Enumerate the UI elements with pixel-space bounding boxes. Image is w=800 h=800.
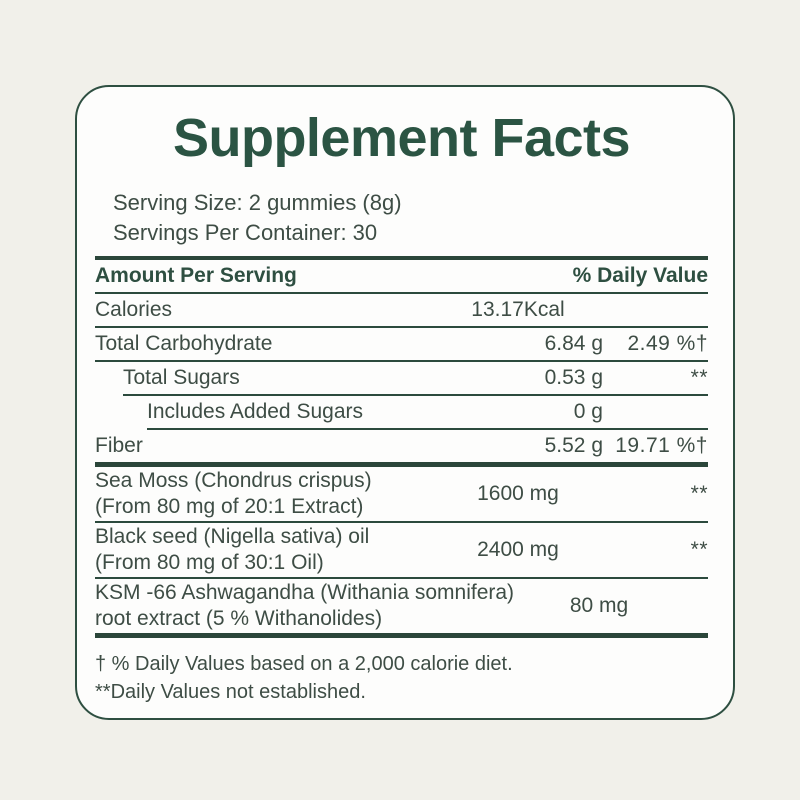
- row-daily-value: **: [690, 366, 708, 390]
- row-amount: 0.53 g: [544, 366, 603, 390]
- column-amount-per-serving: Amount Per Serving: [95, 264, 297, 288]
- row-daily-value: 19.71 %†: [615, 434, 708, 458]
- divider: [123, 394, 708, 397]
- row-name: Total Sugars: [123, 366, 240, 390]
- row-amount: 6.84 g: [544, 332, 603, 356]
- row-name: Includes Added Sugars: [147, 400, 363, 424]
- divider: [95, 326, 708, 329]
- row-name: Sea Moss (Chondrus crispus): [95, 469, 372, 493]
- row-name: Fiber: [95, 434, 143, 458]
- row-daily-value: **: [684, 593, 733, 619]
- row-amount: 2400 mg: [477, 538, 559, 562]
- divider: [95, 577, 708, 580]
- row-name: Black seed (Nigella sativa) oil: [95, 525, 370, 549]
- footnote-daily-values: † % Daily Values based on a 2,000 calori…: [95, 653, 513, 676]
- table-bottom-bar: [95, 633, 708, 639]
- supplement-facts-title: Supplement Facts: [172, 108, 631, 168]
- divider: [147, 428, 708, 431]
- table-row-sea-moss: Sea Moss (Chondrus crispus) (From 80 mg …: [95, 467, 708, 521]
- row-daily-value: **: [690, 538, 708, 562]
- row-name: Calories: [95, 298, 173, 322]
- row-amount: 5.52 g: [544, 434, 603, 458]
- row-amount: 13.17Kcal: [471, 298, 565, 322]
- divider: [95, 360, 708, 363]
- row-name-detail: (From 80 mg of 20:1 Extract): [95, 495, 364, 519]
- footnote-not-established: **Daily Values not established.: [95, 681, 366, 704]
- row-amount: 0 g: [573, 400, 603, 424]
- table-header-row: Amount Per Serving % Daily Value: [95, 260, 708, 292]
- table-row-total-sugars: Total Sugars 0.53 g **: [95, 362, 708, 394]
- row-daily-value: **: [690, 482, 708, 506]
- row-name: KSM -66 Ashwagandha (Withania somnifera): [95, 581, 515, 605]
- table-row-ashwagandha: KSM -66 Ashwagandha (Withania somnifera)…: [95, 579, 708, 633]
- divider: [95, 521, 708, 524]
- serving-size-text: Serving Size: 2 gummies (8g): [113, 190, 402, 216]
- serving-info: Serving Size: 2 gummies (8g) Servings Pe…: [113, 188, 708, 248]
- row-amount: 1600 mg: [477, 482, 559, 506]
- row-name: Total Carbohydrate: [95, 332, 273, 356]
- row-name-detail: root extract (5 % Withanolides): [95, 607, 383, 631]
- table-top-bar: [95, 256, 708, 261]
- table-row-black-seed: Black seed (Nigella sativa) oil (From 80…: [95, 523, 708, 577]
- supplement-facts-card: Supplement Facts Serving Size: 2 gummies…: [75, 85, 735, 720]
- row-daily-value: 2.49 %†: [627, 332, 708, 356]
- footnotes: † % Daily Values based on a 2,000 calori…: [95, 650, 708, 706]
- card-content: Supplement Facts Serving Size: 2 gummies…: [77, 108, 733, 706]
- table-row-fiber: Fiber 5.52 g 19.71 %†: [95, 430, 708, 462]
- divider: [95, 292, 708, 295]
- table-row-added-sugars: Includes Added Sugars 0 g: [95, 396, 708, 428]
- table-row-calories: Calories 13.17Kcal: [95, 294, 708, 326]
- row-amount: 80 mg: [569, 594, 629, 618]
- row-name-detail: (From 80 mg of 30:1 Oil): [95, 551, 324, 575]
- facts-table: Amount Per Serving % Daily Value Calorie…: [95, 256, 708, 639]
- table-row-total-carbohydrate: Total Carbohydrate 6.84 g 2.49 %†: [95, 328, 708, 360]
- column-daily-value: % Daily Value: [572, 264, 708, 288]
- servings-per-container-text: Servings Per Container: 30: [113, 220, 378, 246]
- table-section-bar: [95, 462, 708, 468]
